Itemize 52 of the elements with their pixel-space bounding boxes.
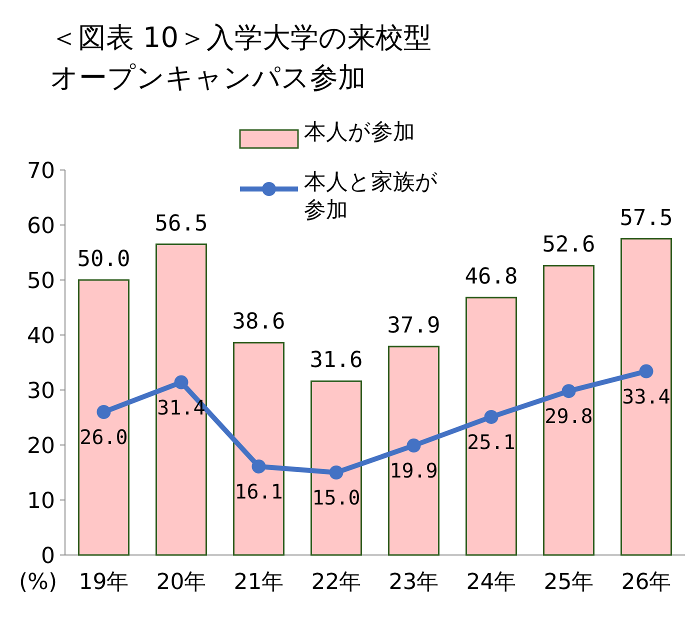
data-label: 38.6 <box>232 310 286 335</box>
bar <box>310 380 362 556</box>
x-tick-label: 19年 <box>78 570 129 595</box>
point <box>252 459 266 474</box>
data-label: 15.0 <box>312 486 360 510</box>
data-label: 52.6 <box>542 232 596 258</box>
x-tick-label: 23年 <box>388 570 439 595</box>
legend-label: 本人が参加 <box>304 119 416 147</box>
data-label: 25.1 <box>467 430 516 454</box>
y-tick-label: 60 <box>27 214 55 239</box>
x-tick-label: 20年 <box>156 570 206 595</box>
bar <box>156 244 207 556</box>
y-tick-label: 20 <box>27 434 55 459</box>
x-tick-label: 21年 <box>234 570 284 595</box>
bar <box>78 279 130 556</box>
data-label: 46.8 <box>464 264 518 290</box>
data-label: 50.0 <box>77 247 130 272</box>
data-label: 16.1 <box>234 479 283 504</box>
chart-title: ＜図表 10＞入学大学の来校型オープンキャンパス参加 <box>50 20 433 96</box>
point <box>329 466 344 480</box>
data-label: 31.6 <box>310 348 363 374</box>
data-label: 29.8 <box>544 404 593 428</box>
data-label: 26.0 <box>80 425 128 449</box>
y-tick-label: 70 <box>27 159 55 184</box>
bar <box>233 342 284 556</box>
bar <box>543 264 594 556</box>
data-label: 56.5 <box>154 211 208 236</box>
data-label: 33.4 <box>622 384 670 408</box>
data-label: 19.9 <box>390 458 438 483</box>
y-tick-label: 0 <box>41 544 55 569</box>
y-axis-title: (%) <box>18 570 58 595</box>
x-tick-label: 24年 <box>466 570 516 595</box>
x-tick-label: 22年 <box>311 570 362 595</box>
data-label: 37.9 <box>387 314 440 339</box>
legend-label: 本人と家族が参加 <box>304 169 439 225</box>
x-tick-label: 25年 <box>544 570 594 595</box>
bar <box>466 296 517 556</box>
point <box>562 384 576 398</box>
bar <box>620 238 672 556</box>
point <box>174 375 188 390</box>
bar <box>388 346 440 556</box>
point <box>96 405 111 419</box>
point <box>406 438 421 453</box>
x-tick-label: 26年 <box>621 570 672 595</box>
point <box>639 364 654 378</box>
data-label: 31.4 <box>157 395 206 420</box>
y-tick-label: 30 <box>27 379 55 404</box>
point <box>484 410 498 424</box>
data-label: 57.5 <box>620 206 673 231</box>
y-tick-label: 40 <box>27 324 55 349</box>
y-tick-label: 10 <box>27 489 55 514</box>
y-tick-label: 50 <box>27 269 55 294</box>
